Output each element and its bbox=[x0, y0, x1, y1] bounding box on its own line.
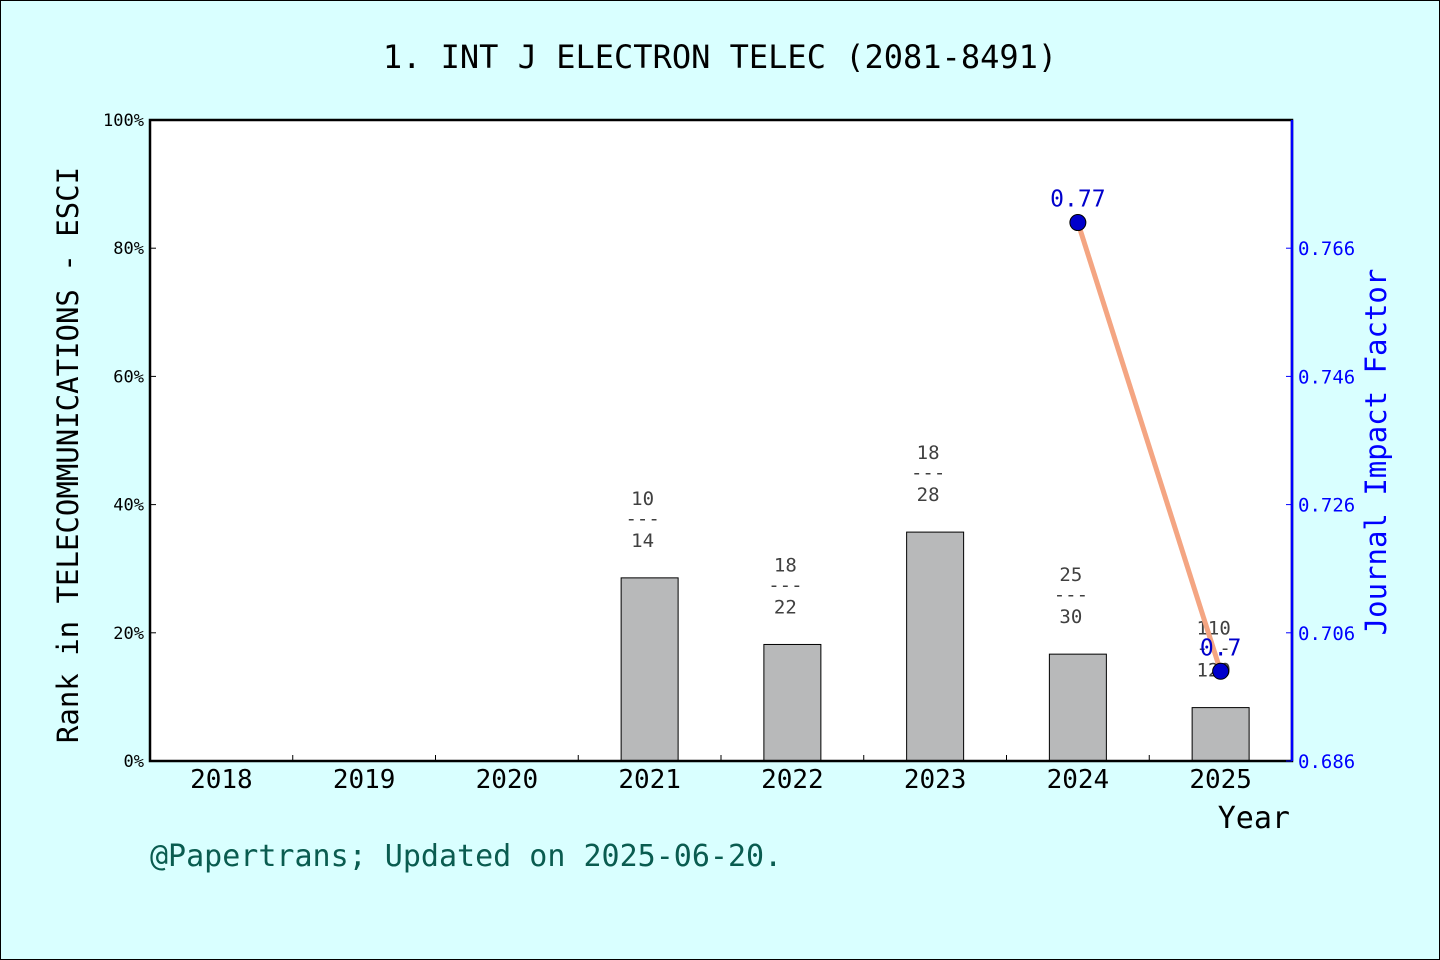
footer-text: @Papertrans; Updated on 2025-06-20. bbox=[150, 839, 782, 874]
y2-tick-label: 0.766 bbox=[1298, 238, 1355, 260]
rank-total-2021: 14 bbox=[631, 530, 654, 552]
impact-factor-label-2024: 0.77 bbox=[1050, 187, 1105, 213]
x-tick-label-2024: 2024 bbox=[1047, 765, 1110, 795]
rank-separator-2024: --- bbox=[1054, 584, 1088, 606]
x-axis-label: Year bbox=[1218, 801, 1290, 836]
bar-2023 bbox=[906, 531, 965, 762]
bar-2024 bbox=[1048, 653, 1107, 762]
x-tick-label-2025: 2025 bbox=[1189, 765, 1252, 795]
rank-label-2021: 10 bbox=[631, 488, 654, 510]
rank-total-2023: 28 bbox=[917, 484, 940, 506]
x-tick-label-2019: 2019 bbox=[333, 765, 396, 795]
bar-2021 bbox=[620, 577, 679, 762]
y-tick-label: 60% bbox=[113, 367, 144, 387]
rank-separator-2021: --- bbox=[625, 508, 659, 530]
y-tick-label: 40% bbox=[113, 496, 144, 516]
y-axis-label: Rank in TELECOMMUNICATIONS - ESCI bbox=[51, 167, 85, 743]
impact-factor-line bbox=[1075, 221, 1224, 673]
x-tick-label-2018: 2018 bbox=[190, 765, 253, 795]
y-axis-right: 0.686 0.706 0.726 0.746 0.766 bbox=[1286, 120, 1355, 773]
rank-total-2022: 22 bbox=[774, 596, 797, 618]
impact-factor-point-2025 bbox=[1212, 662, 1230, 680]
x-tick-label-2022: 2022 bbox=[761, 765, 824, 795]
y-axis-left: 0% 20% 40% 60% 80% 100% bbox=[103, 111, 156, 772]
impact-factor-group: 0.77 0.7 bbox=[1050, 187, 1241, 680]
y2-tick-label: 0.706 bbox=[1298, 623, 1355, 645]
y-tick-label: 0% bbox=[124, 752, 144, 772]
x-tick-label-2021: 2021 bbox=[618, 765, 681, 795]
y-tick-label: 20% bbox=[113, 624, 144, 644]
x-axis: 2018 2019 2020 2021 2022 2023 2024 2025 bbox=[190, 755, 1252, 795]
rank-label-2024: 25 bbox=[1059, 564, 1082, 586]
y2-tick-label: 0.746 bbox=[1298, 366, 1355, 388]
plot-area bbox=[150, 120, 1292, 761]
chart-title: 1. INT J ELECTRON TELEC (2081-8491) bbox=[383, 38, 1057, 76]
y-tick-label: 100% bbox=[103, 111, 144, 131]
impact-factor-point-2024 bbox=[1069, 214, 1087, 232]
rank-separator-2023: --- bbox=[911, 462, 945, 484]
y-tick-label: 80% bbox=[113, 239, 144, 259]
bars-group bbox=[620, 531, 1250, 762]
bar-2025 bbox=[1191, 707, 1250, 762]
rank-separator-2022: --- bbox=[768, 574, 802, 596]
y2-axis-label: Journal Impact Factor bbox=[1359, 269, 1393, 636]
rank-total-2024: 30 bbox=[1059, 606, 1082, 628]
y2-tick-label: 0.686 bbox=[1298, 751, 1355, 773]
rank-label-2023: 18 bbox=[917, 442, 940, 464]
x-tick-label-2020: 2020 bbox=[476, 765, 539, 795]
bar-2022 bbox=[763, 643, 822, 762]
y2-tick-label: 0.726 bbox=[1298, 495, 1355, 517]
rank-label-2022: 18 bbox=[774, 554, 797, 576]
impact-factor-label-2025: 0.7 bbox=[1200, 635, 1242, 661]
x-tick-label-2023: 2023 bbox=[904, 765, 967, 795]
